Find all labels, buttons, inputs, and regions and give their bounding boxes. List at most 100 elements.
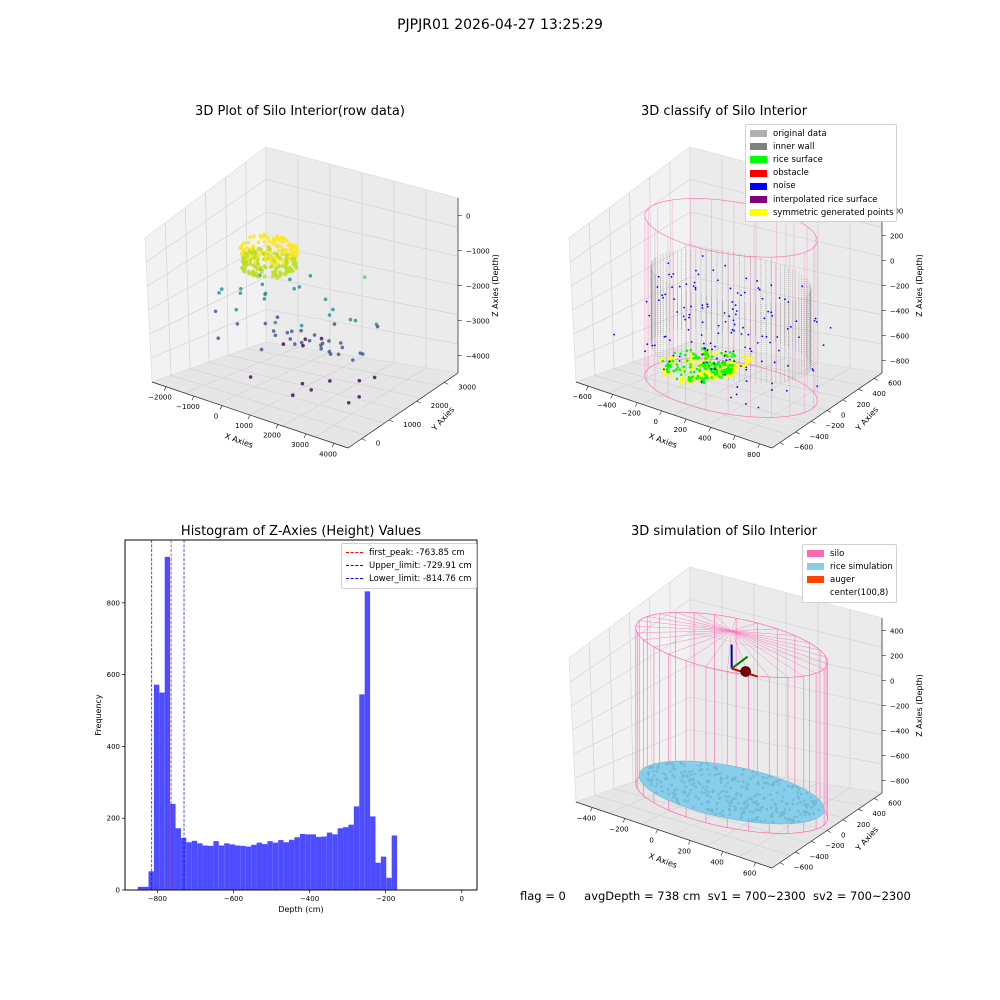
sim-rice-point (683, 764, 687, 767)
classify-rice-surface-point (726, 364, 730, 367)
classify-noise-point (733, 360, 736, 363)
classify-noise-point (773, 361, 776, 364)
sim-rice-point (814, 801, 817, 805)
classify-noise-point (702, 342, 705, 345)
raw-data-point (348, 317, 353, 322)
classify-noise-point (787, 301, 790, 303)
legend-swatch (750, 169, 767, 177)
raw-surface-point (267, 239, 272, 244)
sim-rice-point (740, 815, 744, 818)
raw-data-point (217, 291, 221, 295)
sim-rice-point (692, 806, 695, 809)
sim-grid-line (594, 795, 791, 856)
histogram-bar (348, 824, 354, 890)
classify-noise-point (776, 336, 779, 338)
classify-symmetric-point (745, 355, 750, 359)
sim-rice-point (790, 786, 794, 789)
classify-rice-surface-point (692, 370, 696, 374)
status-sv2: sv2 = 700~2300 (812, 889, 911, 903)
classify-noise-point (801, 285, 804, 288)
raw-data-point (273, 320, 278, 325)
sim-rice-point (671, 774, 675, 777)
classify-symmetric-point (686, 372, 691, 376)
histogram-y-tick-label: 800 (107, 599, 120, 607)
raw-data-point (307, 338, 312, 343)
sim-rice-point (689, 788, 692, 792)
raw-data-point (299, 328, 303, 333)
sim-rice-point (671, 791, 674, 795)
classify-noise-point (749, 347, 751, 350)
sim-rice-point (715, 807, 718, 811)
sim-rice-point (687, 770, 690, 774)
raw-data-point (375, 324, 380, 329)
classify-noise-point (724, 320, 727, 323)
sim-silo-roof-wire (731, 630, 825, 670)
sim-rice-point (732, 797, 735, 801)
histogram-bar (153, 684, 160, 890)
classify-noise-point (687, 328, 690, 331)
sim-y-tick-label: 200 (857, 821, 870, 829)
sim-rice-point (739, 794, 743, 798)
sim-x-tick (622, 818, 626, 823)
raw-z-axis-label: Z Axies (Depth) (491, 254, 500, 317)
classify-noise-point (750, 350, 753, 353)
histogram-title: Histogram of Z-Axies (Height) Values (180, 524, 422, 539)
sim-rice-point (774, 808, 778, 812)
raw-surface-point (262, 274, 267, 279)
histogram-bar (164, 556, 171, 890)
raw-data-point (273, 333, 278, 338)
classify-noise-point (682, 315, 685, 318)
classify-noise-point (829, 326, 832, 329)
sim-rice-point (727, 795, 731, 799)
sim-rice-point (787, 817, 791, 821)
legend-swatch (750, 209, 767, 217)
sim-rice-point (673, 767, 677, 771)
sim-auger-axis-y (731, 655, 749, 670)
raw-data-point (340, 345, 345, 350)
raw-data-point (288, 337, 293, 341)
raw-data-point (288, 277, 292, 282)
sim-rice-point (776, 810, 779, 814)
raw-surface-point (246, 240, 251, 245)
raw-data-point (327, 349, 332, 354)
sim-silo-roof-wire (705, 630, 732, 667)
classify-rice-surface-point (730, 355, 734, 358)
classify-y-axis-label: Y Axies (853, 405, 880, 433)
classify-noise-point (756, 280, 759, 282)
histogram-bar (353, 806, 360, 890)
classify-x-tick (683, 418, 687, 424)
classify-noise-point (771, 382, 774, 385)
classify-rice-surface-point (689, 363, 692, 366)
classify-rice-surface-point (683, 353, 687, 357)
figure-suptitle: PJPJR01 2026-04-27 13:25:29 (397, 17, 603, 33)
classify-rice-surface-point (723, 360, 727, 364)
sim-rice-point (693, 772, 696, 776)
sim-y-tick-label: −600 (794, 864, 813, 872)
sim-rice-point (803, 799, 806, 803)
classify-rice-surface-point (698, 364, 701, 367)
raw-surface-point (263, 233, 267, 238)
raw-surface-point (276, 237, 280, 242)
raw-surface-point (249, 247, 253, 252)
raw-surface-point (274, 266, 279, 271)
sim-rice-point (809, 796, 812, 799)
sim-rice-point (778, 779, 782, 782)
sim-rice-point (718, 796, 721, 800)
raw-data-point (328, 379, 332, 383)
classify-noise-point (784, 298, 786, 301)
raw-surface-point (246, 269, 251, 274)
raw-surface-point (255, 260, 260, 265)
raw-z-tick-label: −3000 (466, 318, 490, 326)
raw-surface-point (242, 269, 247, 274)
histogram-bar (305, 834, 311, 890)
classify-rice-surface-point (666, 362, 670, 365)
sim-rice-point (685, 774, 688, 777)
sim-rice-point (746, 818, 750, 821)
raw-data-point (292, 342, 297, 346)
sim-silo-roof-wire (693, 612, 732, 632)
classify-x-tick-label: 200 (674, 426, 687, 434)
classify-symmetric-point (716, 350, 720, 355)
raw-data-point (312, 333, 317, 337)
sim-rice-point (687, 779, 691, 783)
sim-rice-point (810, 799, 814, 803)
